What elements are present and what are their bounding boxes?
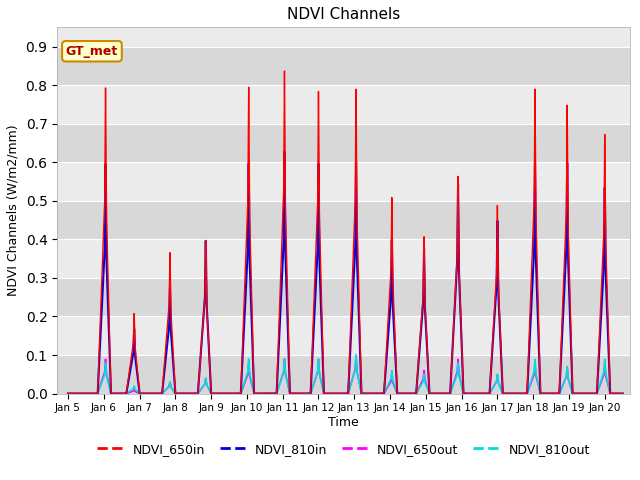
Bar (57, 278, 630, 316)
Bar (57, 355, 630, 394)
Text: GT_met: GT_met (66, 45, 118, 58)
Title: NDVI Channels: NDVI Channels (287, 7, 400, 22)
Legend: NDVI_650in, NDVI_810in, NDVI_650out, NDVI_810out: NDVI_650in, NDVI_810in, NDVI_650out, NDV… (92, 438, 595, 461)
Bar (57, 124, 630, 162)
Bar (57, 47, 630, 85)
Bar (57, 201, 630, 240)
Y-axis label: NDVI Channels (W/m2/mm): NDVI Channels (W/m2/mm) (7, 125, 20, 296)
X-axis label: Time: Time (328, 416, 359, 429)
